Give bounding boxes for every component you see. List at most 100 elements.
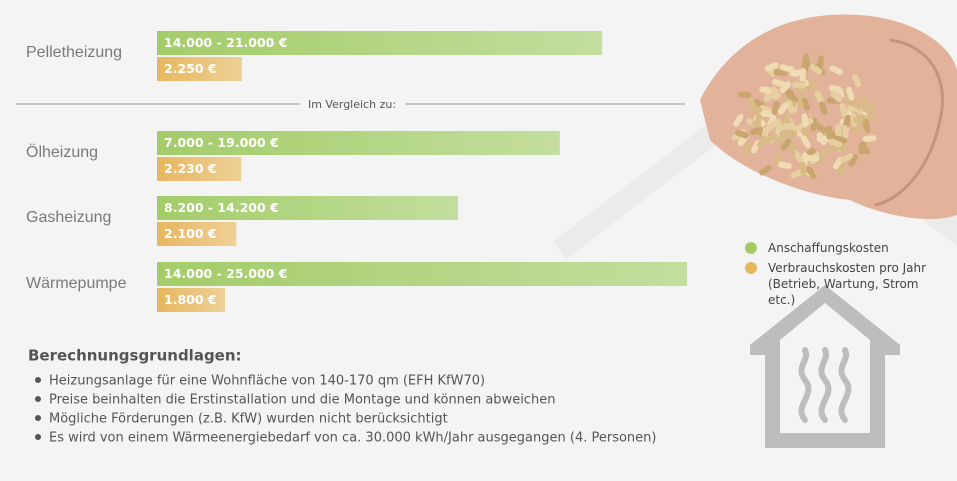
pellet [814,90,825,104]
pellet [799,68,807,83]
category-label: Ölheizung [26,143,98,161]
legend: Anschaffungskosten Verbrauchskosten pro J… [742,240,942,312]
pellet [786,100,795,115]
pellet [801,97,811,111]
pellet [759,86,774,94]
bar [157,222,237,246]
heat-waves [798,347,852,423]
pellet [757,135,768,149]
legend-item: Verbrauchskosten pro Jahr (Betrieb, Wart… [742,260,942,308]
pellet [836,163,846,177]
bar [157,131,560,155]
pellet [805,154,820,162]
pellet [777,130,787,144]
pellet [828,138,843,148]
pellet [786,91,799,103]
pellet [749,126,764,136]
pellet [743,142,752,157]
legend-label: Anschaffungskosten [768,241,889,255]
pellet [849,100,863,110]
pellet [747,96,757,110]
category-label: Gasheizung [26,209,111,226]
pellet [829,65,843,76]
category-label: Pelletheizung [26,44,122,61]
pellet [825,145,839,154]
note-item: Heizungsanlage für eine Wohnfläche von 1… [49,374,485,389]
pellet [800,135,811,149]
pellet [862,135,877,142]
pellet [748,107,763,115]
bar [157,157,242,181]
pellet [770,86,782,99]
pellet [839,103,848,118]
pellet [779,81,792,94]
value-label: 1.800 € [164,292,217,307]
pellet [819,101,828,116]
legend-label: Verbrauchskosten pro Jahr (Betrieb, Wart… [768,261,927,307]
pellet [846,86,855,101]
pellet [828,84,843,93]
legend-item: Anschaffungskosten [742,240,942,256]
notes-title: Berechnungsgrundlagen: [28,347,242,365]
pellet [864,103,878,113]
pellet [773,69,788,76]
pellet [809,63,823,75]
pellet [771,100,780,115]
hands-photo [700,14,957,220]
bar [157,196,459,220]
value-label: 2.250 € [164,61,217,76]
pellet [789,69,804,77]
pellet [835,123,842,138]
pellet [754,113,763,128]
pellet [780,122,795,130]
pellet [818,150,826,165]
value-label: 14.000 - 21.000 € [164,35,287,50]
pellet [779,64,794,73]
pellet [733,114,744,127]
pellet [790,169,804,179]
pellet [848,153,859,167]
pellet [765,62,779,72]
note-item: Preise beinhalten die Erstinstallation u… [49,393,555,408]
pellet [801,113,809,128]
pellet [806,77,816,91]
note-item: Es wird von einem Wärmeenergiebedarf von… [49,431,656,446]
value-label: 2.230 € [164,161,217,176]
pellet [799,161,807,176]
pellet [814,122,828,134]
pellet [765,132,778,144]
legend-dot [745,262,757,274]
pellet [772,79,786,88]
finger [874,38,945,207]
value-label: 8.200 - 14.200 € [164,200,279,215]
pellet [840,153,854,163]
pellet [852,73,862,88]
value-label: 14.000 - 25.000 € [164,266,287,281]
pellet [780,138,792,151]
legend-dot [745,242,757,254]
pellet [858,142,871,155]
house-icon [750,285,900,448]
value-label: 7.000 - 19.000 € [164,135,279,150]
pellet [777,161,792,170]
pellet [793,149,804,163]
pellet [789,141,796,156]
bullet [35,434,41,440]
pellet [816,132,827,146]
pellet [791,82,806,89]
bullet [35,377,41,383]
pellet [764,121,777,133]
pellet [737,91,752,98]
comparison-label: Im Vergleich zu: [308,98,396,111]
bar [157,57,242,81]
bullet [35,415,41,421]
pellet [803,53,811,68]
bullet [35,396,41,402]
pellet [735,129,749,139]
pellet [841,125,849,140]
bar [157,31,603,55]
pellet [806,166,817,180]
pellet [862,118,871,133]
